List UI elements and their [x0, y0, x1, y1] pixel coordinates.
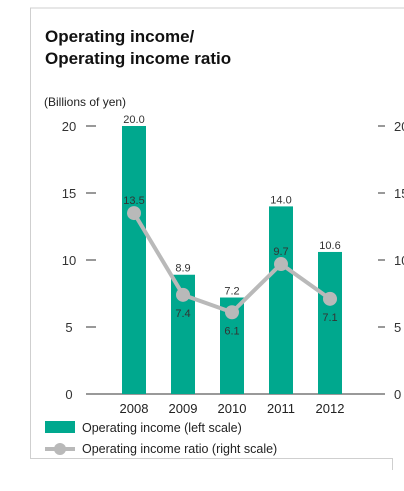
- legend-swatch-bar: [45, 421, 75, 433]
- line-value-label: 13.5: [123, 195, 144, 207]
- line-point-operating-income-ratio: [225, 305, 239, 320]
- legend-swatch-marker: [54, 443, 66, 455]
- line-value-label: 7.1: [322, 312, 337, 324]
- legend-label-line: Operating income ratio (right scale): [82, 442, 277, 456]
- line-point-operating-income-ratio: [127, 206, 141, 221]
- x-tick-label: 2008: [120, 401, 149, 416]
- line-point-operating-income-ratio: [323, 291, 337, 306]
- chart-title-line-2: Operating income ratio: [45, 49, 232, 68]
- left-tick-label: 20: [62, 119, 76, 134]
- x-tick-label: 2009: [169, 401, 198, 416]
- left-tick-label: 5: [65, 320, 72, 335]
- bar-value-label: 20.0: [123, 114, 144, 126]
- right-tick-label: 15: [394, 186, 404, 201]
- left-tick-label: 15: [62, 186, 76, 201]
- bar-value-label: 10.6: [319, 240, 340, 252]
- right-tick-label: 20: [394, 119, 404, 134]
- left-tick-label: 10: [62, 253, 76, 268]
- line-value-label: 9.7: [273, 246, 288, 258]
- right-tick-label: 10: [394, 253, 404, 268]
- line-point-operating-income-ratio: [176, 287, 190, 302]
- bar-operating-income: [318, 251, 342, 394]
- x-tick-label: 2012: [316, 401, 345, 416]
- bar-operating-income: [122, 126, 146, 394]
- chart-title-line-1: Operating income/: [45, 27, 195, 46]
- line-value-label: 6.1: [224, 325, 239, 337]
- line-point-operating-income-ratio: [274, 257, 288, 272]
- legend-label-bar: Operating income (left scale): [82, 421, 242, 435]
- bar-value-label: 7.2: [224, 286, 239, 298]
- right-tick-label: 5: [394, 320, 401, 335]
- bar-value-label: 8.9: [175, 263, 190, 275]
- bar-value-label: 14.0: [270, 194, 291, 206]
- unit-label: (Billions of yen): [44, 95, 126, 109]
- x-tick-label: 2010: [218, 401, 247, 416]
- line-value-label: 7.4: [175, 308, 190, 320]
- right-tick-label: 0: [394, 387, 401, 402]
- bar-operating-income: [269, 206, 293, 394]
- x-tick-label: 2011: [267, 401, 295, 416]
- left-tick-label: 0: [65, 387, 72, 402]
